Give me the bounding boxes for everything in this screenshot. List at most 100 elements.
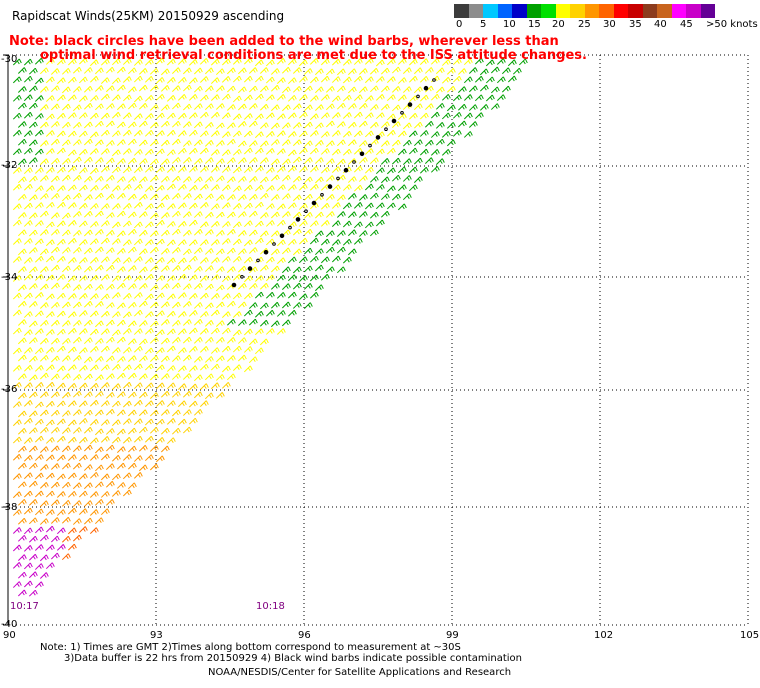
wind-barb <box>56 147 66 155</box>
wind-barb <box>23 202 33 210</box>
wind-barb <box>72 482 82 490</box>
wind-barb <box>221 238 231 245</box>
legend-color-15 <box>671 4 686 18</box>
contamination-circle <box>288 225 292 230</box>
wind-barb <box>171 301 181 309</box>
wind-barb <box>298 256 308 264</box>
wind-barb <box>56 185 66 192</box>
wind-barb <box>303 247 313 255</box>
wind-barb <box>182 373 192 380</box>
wind-barb <box>160 120 170 128</box>
wind-barb <box>12 365 22 372</box>
wind-barb <box>193 211 203 218</box>
wind-barb <box>336 85 346 93</box>
wind-barb <box>61 481 71 489</box>
wind-barb <box>435 86 445 94</box>
wind-barb <box>160 319 170 326</box>
wind-barb <box>39 175 49 182</box>
wind-barb <box>210 382 220 390</box>
wind-barb <box>353 165 363 173</box>
wind-barb <box>111 311 121 318</box>
wind-barb <box>39 409 49 417</box>
wind-barb <box>353 130 363 138</box>
wind-barb <box>133 149 143 156</box>
wind-barb <box>375 76 385 83</box>
wind-barb <box>100 203 110 210</box>
wind-barb <box>292 122 302 129</box>
wind-barb <box>298 203 308 211</box>
wind-barb <box>468 67 478 74</box>
wind-barb <box>83 265 93 273</box>
wind-barb <box>39 67 49 75</box>
wind-barb <box>221 166 231 173</box>
wind-barb <box>28 553 38 561</box>
wind-barb <box>28 535 38 543</box>
wind-barb <box>144 418 154 426</box>
wind-barb <box>347 103 357 110</box>
contamination-circle <box>336 176 340 181</box>
legend-label-30: 30 <box>603 19 616 30</box>
wind-barb <box>226 67 236 75</box>
wind-barb <box>199 292 209 300</box>
wind-barb <box>89 364 99 372</box>
wind-barb <box>221 75 231 83</box>
wind-barb <box>72 427 82 434</box>
wind-barb <box>56 454 66 462</box>
wind-barb <box>12 401 22 408</box>
wind-barb <box>441 93 451 101</box>
wind-barb <box>177 239 187 247</box>
wind-barb <box>265 309 275 317</box>
wind-barb <box>358 68 368 75</box>
legend-color-8 <box>570 4 585 18</box>
wind-barb <box>100 435 110 443</box>
wind-barb <box>34 526 44 534</box>
wind-barb <box>34 347 44 355</box>
wind-barb <box>369 157 379 165</box>
wind-barb <box>292 302 302 309</box>
wind-barb <box>138 373 148 381</box>
wind-barb <box>342 202 352 210</box>
wind-barb <box>166 345 176 353</box>
wind-barb <box>116 103 126 111</box>
wind-barb <box>17 462 27 470</box>
wind-barb <box>17 498 27 506</box>
wind-barb <box>89 471 99 479</box>
wind-barb <box>72 104 82 112</box>
wind-barb <box>72 518 82 525</box>
wind-barb <box>78 365 88 372</box>
legend-color-17 <box>700 4 715 18</box>
wind-barb <box>28 194 38 202</box>
wind-barb <box>133 275 143 282</box>
contamination-circle <box>423 85 429 91</box>
wind-barb <box>23 437 33 444</box>
wind-barb <box>155 275 165 282</box>
wind-barb <box>177 166 187 173</box>
wind-barb <box>50 175 60 183</box>
wind-barb <box>34 382 44 389</box>
wind-barb <box>221 149 231 157</box>
wind-barb <box>210 327 220 335</box>
wind-barb <box>116 336 126 344</box>
wind-barb <box>149 320 159 328</box>
wind-barb <box>34 238 44 246</box>
wind-barb <box>248 338 258 346</box>
wind-barb <box>138 355 148 363</box>
wind-barb <box>452 58 462 66</box>
legend-color-bar <box>454 4 715 18</box>
wind-barb <box>12 509 22 516</box>
wind-barb <box>78 112 88 120</box>
wind-barb <box>446 104 456 112</box>
wind-barb <box>270 248 280 256</box>
wind-barb <box>380 210 390 218</box>
wind-barb <box>72 301 82 309</box>
wind-barb <box>336 139 346 147</box>
wind-speed-legend: 0 5 10 15 20 25 30 35 40 45 >50 knots <box>454 4 758 32</box>
wind-barb <box>122 472 132 480</box>
wind-barb <box>133 292 143 299</box>
legend-label-35: 35 <box>629 19 642 30</box>
lon-tick-96: 96 <box>298 630 311 641</box>
wind-barb <box>210 184 220 191</box>
wind-barb <box>155 202 165 210</box>
wind-barb <box>116 230 126 238</box>
wind-barb <box>67 436 77 444</box>
